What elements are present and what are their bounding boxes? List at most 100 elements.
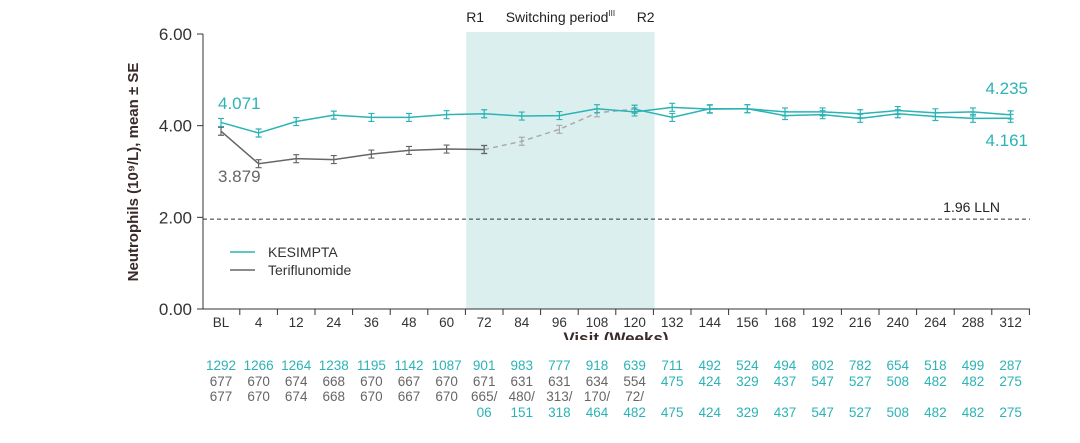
table-cell: 665/	[471, 389, 498, 404]
teriflunomide-point	[218, 126, 224, 136]
legend-label: Teriflunomide	[268, 262, 351, 278]
x-tick-label: 120	[623, 315, 646, 330]
kesimpta-point	[518, 111, 525, 121]
table-cell: 527	[848, 373, 872, 389]
x-tick-label: BL	[213, 315, 230, 330]
kesimpta-point	[594, 104, 600, 114]
table-cell: 464	[585, 404, 609, 420]
table-cell: 631	[548, 373, 571, 389]
kesimpta-point	[669, 102, 676, 112]
switch-dashed-point	[518, 136, 525, 146]
table-cell: 482	[924, 404, 947, 420]
table-cell: 437	[773, 404, 797, 420]
x-tick-label: 96	[552, 315, 567, 330]
table-cell: 670	[435, 373, 458, 389]
y-tick-label: 0.00	[159, 300, 192, 319]
x-tick-label: 48	[401, 315, 416, 330]
kesimpta-point	[744, 104, 751, 114]
table-cell: 782	[848, 358, 872, 373]
y-tick-label: 4.00	[159, 117, 192, 136]
table-cell: 499	[961, 358, 985, 373]
table-cell: 170/	[583, 389, 611, 404]
table-cell: 674	[284, 389, 308, 404]
table-cell: 06	[476, 404, 492, 420]
switching-period-label: Switching periodIII	[506, 9, 615, 25]
table-cell: 639	[623, 358, 646, 373]
neutrophil-chart: R1 R2 Switching periodIII 0.00 2.00 4.00 6.00 B…	[125, 9, 1030, 348]
kesimpta-point	[1007, 110, 1014, 120]
teriflunomide-point	[330, 154, 337, 165]
table-cell: 1087	[431, 358, 462, 373]
table-cell: 437	[773, 373, 797, 389]
table-cell: 674	[284, 373, 308, 389]
table-cell: 518	[924, 358, 947, 373]
table-cell: 482	[924, 373, 947, 389]
table-cell: 72/	[625, 389, 644, 404]
table-cell: 668	[322, 389, 346, 404]
y-tick-label: 6.00	[159, 25, 192, 44]
table-cell: 318	[548, 404, 571, 420]
table-cell: 492	[698, 358, 722, 373]
switching-period-band	[466, 32, 655, 309]
table-cell: 547	[811, 373, 834, 389]
table-cell: 1266	[243, 358, 274, 373]
x-tick-label: 264	[924, 315, 947, 330]
table-cell: 475	[660, 373, 684, 389]
x-tick-label: 132	[661, 315, 684, 330]
r1-label: R1	[466, 9, 484, 25]
table-cell: 670	[247, 373, 270, 389]
x-tick-label: 312	[999, 315, 1022, 330]
kesimpta-point	[330, 110, 337, 120]
table-cell: 313/	[546, 389, 573, 404]
table-cell: 527	[848, 404, 872, 420]
kesimpta-point	[406, 112, 412, 123]
start-teri-label: 3.879	[218, 167, 261, 186]
kesimpta-point	[857, 109, 864, 119]
table-cell: 524	[736, 358, 759, 373]
table-cell: 482	[623, 404, 646, 420]
teriflunomide-point	[255, 159, 262, 169]
x-tick-label: 72	[477, 315, 492, 330]
x-tick-label: 60	[439, 315, 454, 330]
kesimpta-point	[819, 107, 826, 117]
table-cell: 677	[209, 389, 233, 404]
teriflunomide-line	[220, 130, 485, 165]
table-cell: 670	[435, 389, 458, 404]
table-cell: 480/	[508, 389, 535, 404]
end-switch-label: 4.161	[985, 131, 1028, 150]
kesimpta-point	[706, 104, 713, 114]
x-tick-label: 4	[255, 315, 263, 330]
kesimpta-point	[293, 116, 300, 127]
table-cell: 424	[698, 404, 722, 420]
y-tick-label: 2.00	[159, 208, 192, 227]
table-cell: 634	[585, 373, 609, 389]
table-cell: 711	[661, 358, 683, 373]
teriflunomide-point	[443, 144, 450, 154]
table-cell: 671	[472, 373, 496, 389]
x-tick-label: 108	[586, 315, 609, 330]
x-tick-label: 36	[364, 315, 379, 330]
table-cell: 677	[209, 373, 233, 389]
table-cell: 670	[360, 373, 383, 389]
x-tick-label: 24	[326, 315, 342, 330]
table-cell: 777	[548, 358, 571, 373]
table-cell: 329	[736, 404, 759, 420]
kesimpta-point	[932, 108, 939, 118]
x-tick-label: 288	[962, 315, 985, 330]
kesimpta-line	[220, 106, 1011, 134]
table-cell: 424	[698, 373, 722, 389]
table-cell: 654	[886, 358, 910, 373]
x-tick-label: 192	[811, 315, 834, 330]
table-cell: 151	[510, 404, 534, 420]
table-cell: 554	[623, 373, 646, 389]
table-cell: 670	[360, 389, 383, 404]
after-switch-point	[669, 112, 676, 123]
table-cell: 508	[886, 404, 910, 420]
table-cell: 802	[811, 358, 834, 373]
table-cell: 475	[660, 404, 684, 420]
lln-label: 1.96 LLN	[943, 199, 1000, 215]
table-cell: 547	[811, 404, 834, 420]
table-cell: 918	[585, 358, 609, 373]
teriflunomide-point	[293, 154, 300, 164]
